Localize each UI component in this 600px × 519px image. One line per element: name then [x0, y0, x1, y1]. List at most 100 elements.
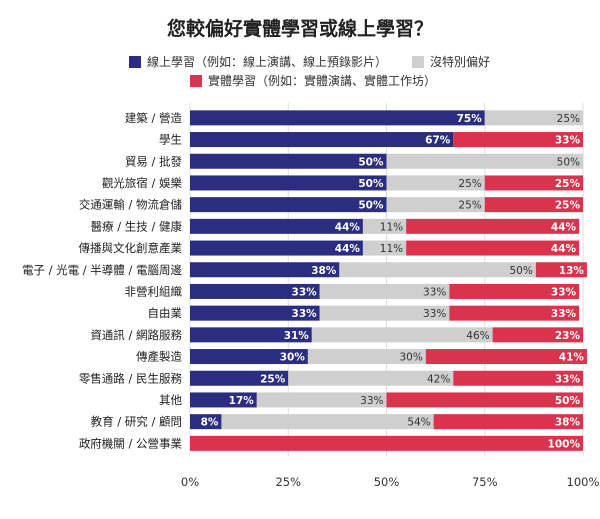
bar-label-0-3: 50% — [358, 178, 384, 190]
bar-2-11 — [425, 349, 587, 365]
bar-label-2-5: 44% — [551, 221, 577, 233]
category-label-5: 醫療 / 生技 / 健康 — [91, 219, 183, 233]
bar-label-1-9: 33% — [423, 308, 446, 320]
bar-0-10 — [190, 327, 312, 343]
bar-label-2-1: 33% — [555, 135, 581, 147]
legend-swatch-1 — [412, 56, 424, 68]
category-label-10: 資通訊 / 網路服務 — [90, 328, 182, 342]
bar-label-2-8: 33% — [551, 286, 577, 298]
bar-label-0-1: 67% — [425, 135, 451, 147]
bar-2-3 — [484, 175, 583, 191]
bar-2-4 — [484, 197, 583, 213]
bar-1-9 — [319, 305, 450, 321]
bar-label-2-14: 38% — [555, 417, 581, 429]
bar-label-1-13: 33% — [360, 395, 383, 407]
x-tick-label-1: 25% — [275, 475, 301, 489]
category-label-15: 政府機關 / 公營事業 — [79, 436, 183, 450]
bar-label-1-0: 25% — [557, 113, 580, 125]
bar-label-1-11: 30% — [399, 352, 422, 364]
bar-label-2-7: 13% — [559, 265, 585, 277]
bar-label-1-14: 54% — [407, 417, 430, 429]
bar-1-0 — [484, 110, 583, 126]
x-tick-label-2: 50% — [374, 475, 400, 489]
bar-label-1-6: 11% — [380, 243, 403, 255]
bar-label-2-4: 25% — [555, 200, 581, 212]
legend-label-0: 線上學習（例如：線上演講、線上預錄影片） — [147, 54, 387, 69]
bar-2-6 — [406, 240, 580, 256]
category-label-3: 觀光旅宿 / 娛樂 — [102, 176, 183, 190]
category-label-7: 電子 / 光電 / 半導體 / 電腦周邊 — [22, 263, 183, 277]
bar-label-2-12: 33% — [555, 373, 581, 385]
chart-title: 您較偏好實體學習或線上學習？ — [167, 17, 433, 40]
bar-1-4 — [386, 197, 485, 213]
bar-0-13 — [190, 392, 257, 408]
legend-swatch-0 — [129, 56, 141, 68]
category-label-11: 傳產製造 — [136, 350, 182, 364]
bar-1-11 — [307, 349, 426, 365]
category-label-12: 零售通路 / 民生服務 — [79, 371, 183, 385]
bar-label-1-8: 33% — [423, 286, 446, 298]
category-label-9: 自由業 — [148, 306, 183, 320]
bar-1-2 — [386, 153, 583, 169]
legend: 線上學習（例如：線上演講、線上預錄影片） 沒特別偏好實體學習（例如：實體演講、實體… — [129, 54, 490, 88]
bar-1-3 — [386, 175, 485, 191]
category-label-0: 建築 / 營造 — [125, 111, 183, 125]
category-label-1: 學生 — [159, 133, 182, 147]
bar-label-0-13: 17% — [229, 395, 255, 407]
bar-0-9 — [190, 305, 320, 321]
bar-2-1 — [453, 132, 583, 148]
bar-0-14 — [190, 414, 222, 430]
category-label-8: 非營利組織 — [125, 284, 183, 298]
bar-0-11 — [190, 349, 308, 365]
bar-label-1-3: 25% — [458, 178, 481, 190]
bar-2-5 — [406, 218, 580, 234]
x-tick-label-0: 0% — [181, 475, 199, 489]
bar-2-9 — [449, 305, 580, 321]
legend-label-1: 沒特別偏好 — [430, 54, 490, 69]
bar-label-0-7: 38% — [311, 265, 337, 277]
bar-label-1-4: 25% — [458, 200, 481, 212]
bar-label-2-15: 100% — [548, 438, 581, 450]
bar-0-8 — [190, 283, 320, 299]
bar-label-0-4: 50% — [358, 200, 384, 212]
category-label-6: 傳播與文化創意產業 — [79, 241, 183, 255]
category-label-2: 貿易 / 批發 — [125, 154, 183, 168]
bar-2-10 — [492, 327, 583, 343]
bar-label-2-6: 44% — [551, 243, 577, 255]
x-tick-label-3: 75% — [472, 475, 498, 489]
bar-label-0-8: 33% — [292, 286, 318, 298]
bar-2-13 — [386, 392, 583, 408]
bar-label-2-13: 50% — [555, 395, 581, 407]
bar-label-0-12: 25% — [260, 373, 286, 385]
bar-2-7 — [535, 262, 587, 278]
bar-2-12 — [453, 370, 583, 386]
bar-label-0-11: 30% — [280, 352, 306, 364]
bar-label-2-11: 41% — [559, 352, 585, 364]
bar-1-13 — [256, 392, 387, 408]
category-label-14: 教育 / 研究 / 顧問 — [91, 415, 182, 429]
bar-label-0-9: 33% — [292, 308, 318, 320]
bar-1-8 — [319, 283, 450, 299]
bars: 75% 25% 67% 33% 50% 50% 50% 25% 25% 50% 25% 25% 44% 1… — [190, 110, 587, 451]
bar-label-1-5: 11% — [380, 221, 403, 233]
bar-1-12 — [288, 370, 454, 386]
bar-label-2-3: 25% — [555, 178, 581, 190]
x-tick-label-4: 100% — [567, 475, 600, 489]
bar-label-0-6: 44% — [335, 243, 361, 255]
bar-label-0-10: 31% — [284, 330, 310, 342]
bar-label-0-5: 44% — [335, 221, 361, 233]
bar-1-7 — [339, 262, 536, 278]
bar-label-2-9: 33% — [551, 308, 577, 320]
bar-2-8 — [449, 283, 580, 299]
bar-label-1-10: 46% — [466, 330, 489, 342]
category-label-13: 其他 — [159, 393, 182, 407]
bar-2-15 — [190, 435, 583, 451]
x-axis-ticks: 0% 25% 50% 75% 100% — [181, 475, 600, 489]
bar-0-6 — [190, 240, 363, 256]
bar-0-1 — [190, 132, 454, 148]
bar-1-5 — [362, 218, 407, 234]
bar-1-10 — [311, 327, 493, 343]
bar-label-1-7: 50% — [509, 265, 532, 277]
